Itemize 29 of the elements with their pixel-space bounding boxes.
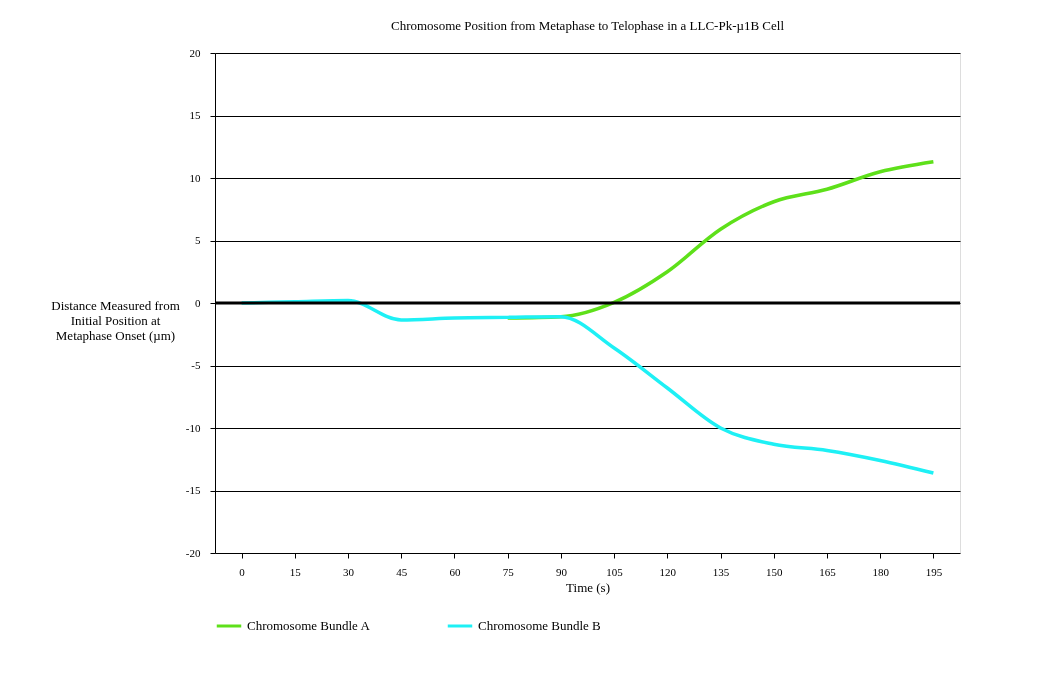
x-tick-label: 120 xyxy=(659,565,677,578)
x-tick-label: 165 xyxy=(819,565,837,578)
y-tick-label: 15 xyxy=(189,109,201,121)
y-tick-label: 5 xyxy=(195,234,201,246)
legend-label: Chromosome Bundle B xyxy=(478,618,602,633)
x-tick-label: 0 xyxy=(239,565,246,578)
line-series xyxy=(239,298,936,475)
x-tick-label: 60 xyxy=(449,565,461,578)
y-tick-label: 0 xyxy=(195,296,201,309)
y-tick-label: 10 xyxy=(189,171,201,184)
y-tick-label: -15 xyxy=(185,484,201,496)
x-tick-label: 30 xyxy=(343,565,355,578)
x-axis-title: Time (s) xyxy=(566,579,610,595)
y-tick-label: 20 xyxy=(189,46,201,59)
y-axis-title: Distance Measured from Initial Position at Metaphase Onset (µm) xyxy=(51,297,180,343)
x-tick-label: 75 xyxy=(502,565,515,578)
x-tick-label: 90 xyxy=(555,565,568,578)
y-tick-label: -10 xyxy=(185,421,201,434)
x-tick-label: 15 xyxy=(289,565,302,578)
chart-title: Chromosome Position from Metaphase to Telophase in a LLC-Pk-µ1B Cell xyxy=(390,18,785,33)
x-tick-label: 45 xyxy=(396,565,408,578)
legend-label: Chromosome Bundle A xyxy=(247,618,371,633)
y-tick-label: -5 xyxy=(191,359,201,371)
x-tick-label: 180 xyxy=(872,565,890,578)
x-tick-label: 135 xyxy=(712,565,730,578)
x-tick-label: 105 xyxy=(606,565,624,578)
y-tick-label: -20 xyxy=(185,546,201,559)
x-tick-label: 195 xyxy=(925,565,943,578)
x-tick-label: 150 xyxy=(766,565,783,578)
